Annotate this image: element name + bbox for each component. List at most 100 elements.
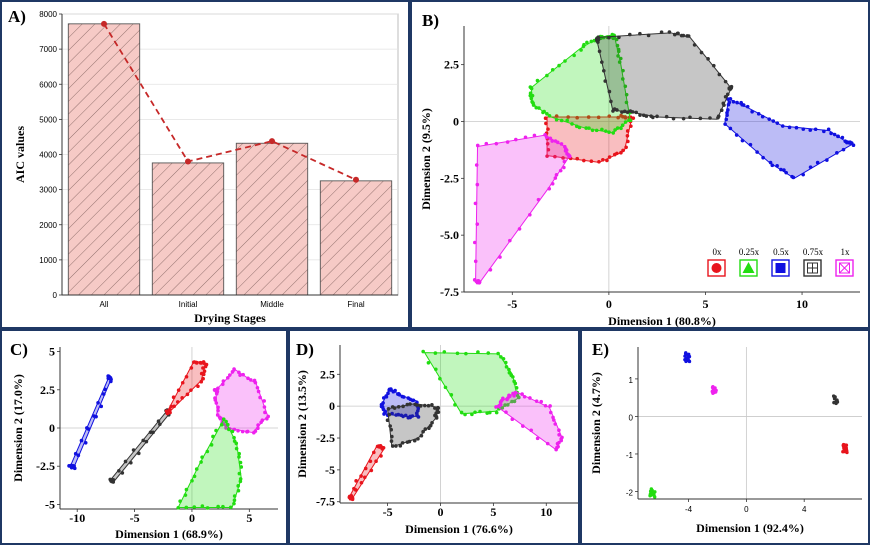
group-025x-point [232,501,236,506]
group-025x-point [624,100,629,105]
group-05x-point [770,163,775,168]
group-1x-point [262,399,266,403]
group-025x-point [214,428,218,433]
group-1x-point [256,423,260,427]
y-tick-label: -5.0 [440,228,459,242]
group-1x-point [214,401,219,405]
group-075x-point [141,438,146,443]
x-tick-label: 5 [702,297,708,311]
group-075x-point [672,32,677,37]
group-1x-point [505,140,510,144]
y-tick-label: 3000 [39,186,57,195]
group-1x-point [253,380,258,385]
group-1x-point [555,140,560,145]
group-1x-point [514,137,518,142]
legend-marker-boxx [839,262,850,274]
group-075x-point [723,79,728,84]
group-05x-point [83,440,88,445]
group-0x-point [196,384,200,389]
group-05x-point [775,164,779,168]
group-1x-point [258,395,262,400]
y-tick-label: 5000 [39,115,57,124]
group-025x-point [224,419,228,424]
x-tick-label: All [100,300,109,309]
group-05x-point [826,127,831,132]
group-05x-point [768,160,773,165]
group-1x-point [528,212,532,217]
group-05x-point [725,113,729,118]
group-05x-point [386,391,390,396]
group-0x-point [597,159,601,164]
group-025x-point [513,381,518,386]
group-1x-point [238,373,242,377]
group-1x-point [551,418,556,422]
group-1x-point [501,396,505,401]
x-tick-label: Initial [179,300,198,309]
group-075x-point [416,437,420,441]
group-0x-point [359,474,363,478]
group-025x-point [603,129,608,133]
group-1x-point [246,376,250,381]
panel-label-a: A) [8,7,26,26]
group-1x-point [494,405,498,409]
y-tick-label: 5 [49,345,55,359]
y-tick-label: -2.5 [36,459,55,473]
group-1x-point [475,143,480,148]
group-025x-point [624,92,629,97]
aic-trend-point [185,158,191,165]
group-05x-point [808,128,813,132]
group-025x-point [620,123,625,128]
group-075x-point [611,109,615,113]
group-1x-point [558,168,563,173]
group-1x-point [488,268,493,272]
group-025x-point [464,351,468,356]
group-1x-point [548,136,553,141]
panel-label-b: B) [422,11,439,30]
group-0x-point [844,443,848,447]
group-025x-point [232,435,236,440]
group-025x-point [449,393,454,397]
group-1x-point [263,410,267,415]
group-0x-point [368,459,373,464]
group-0x-point [379,454,383,458]
group-025x-point [504,365,509,369]
x-axis-title: Dimension 1 (80.8%) [608,314,716,328]
group-025x-point [194,467,199,471]
x-tick-label: 0 [744,505,749,514]
group-0x-point [165,409,169,413]
group-075x-point [396,404,401,409]
group-1x-point [216,405,220,410]
legend-label: 0.25x [739,247,760,257]
group-075x-point [389,427,394,432]
group-05x-point [775,121,780,125]
group-05x-point [99,404,104,409]
group-025x-point [554,117,559,122]
group-1x-point [237,370,241,375]
group-075x-point [699,50,704,55]
x-tick-label: Final [347,300,365,309]
group-05x-point [829,131,833,136]
group-075x-point [617,35,621,40]
group-025x-point [577,125,582,130]
panel-label-d: D) [296,340,314,359]
group-075x-point [144,439,149,444]
group-025x-point [453,403,457,407]
group-025x-point [534,105,539,110]
group-1x-point [259,420,263,425]
x-tick-label: -5 [507,297,517,311]
group-1x-point [559,142,564,146]
group-025x-point [503,403,507,407]
group-05x-point [399,413,404,418]
group-0x-point [369,468,374,473]
group-0x-point [582,158,586,163]
group-05x-point [841,147,846,152]
group-05x-point [76,453,81,458]
group-025x-point [514,386,519,390]
x-tick-label: -5 [130,511,140,525]
x-tick-label: -10 [69,511,85,525]
bar-middle [235,142,309,296]
group-075x-point [659,30,664,34]
y-tick-label: -7.5 [316,495,335,509]
group-025x-point [570,122,574,126]
group-05x-point [406,415,411,420]
